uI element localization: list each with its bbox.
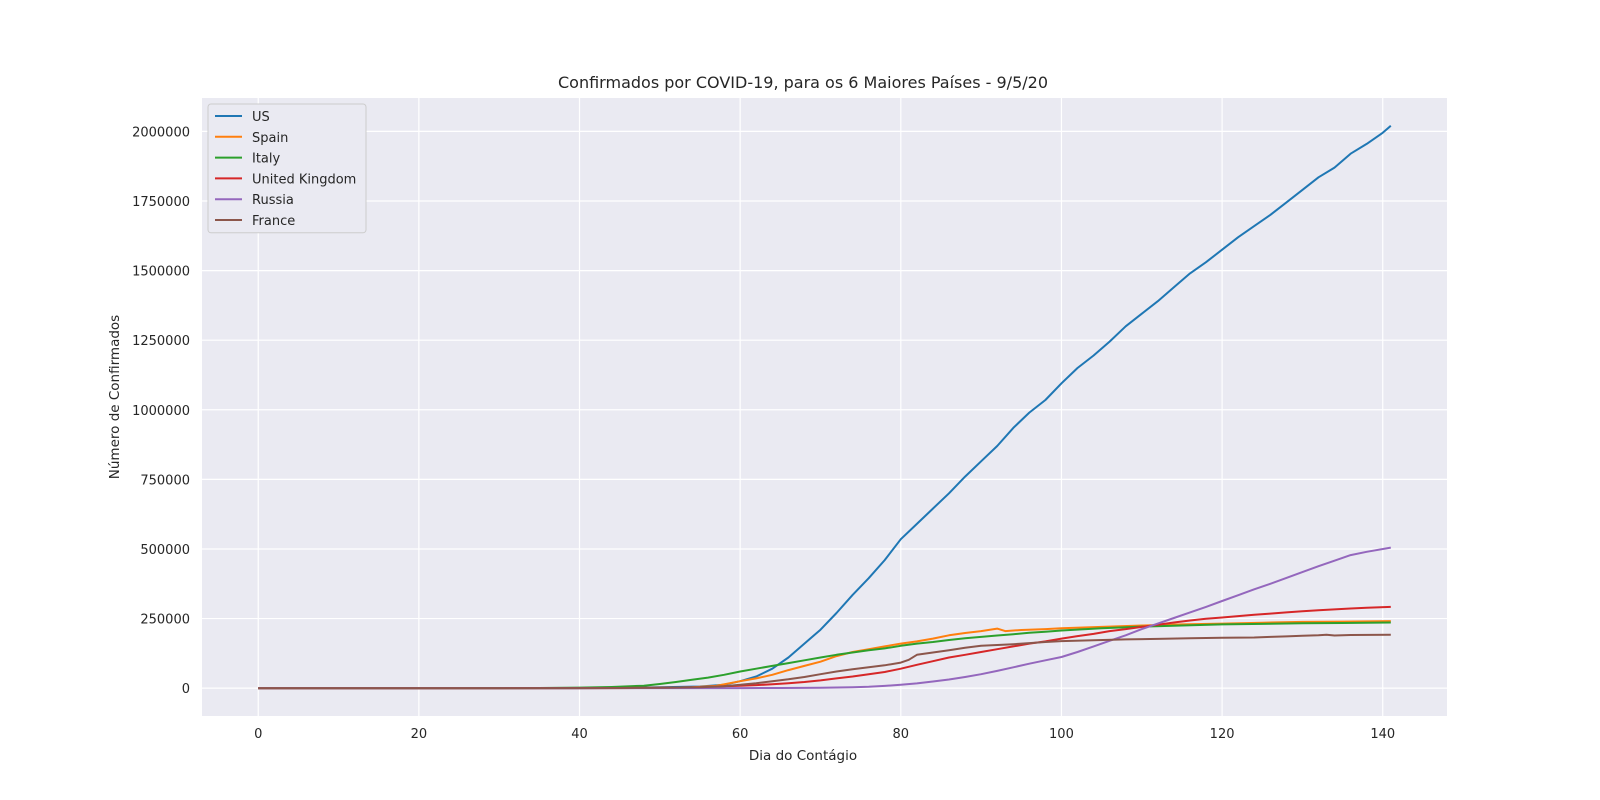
y-tick-label: 1250000 [132, 334, 190, 349]
y-tick-label: 1750000 [132, 195, 190, 210]
x-tick-label: 100 [1049, 727, 1074, 742]
y-tick-label: 0 [182, 682, 190, 697]
chart-title: Confirmados por COVID-19, para os 6 Maio… [558, 73, 1048, 92]
y-tick-label: 2000000 [132, 125, 190, 140]
y-axis-label: Número de Confirmados [107, 315, 123, 479]
legend-label: Russia [252, 193, 294, 208]
y-tick-label: 1500000 [132, 265, 190, 280]
x-tick-label: 140 [1370, 727, 1395, 742]
gridlines [202, 98, 1447, 716]
x-tick-label: 0 [254, 727, 262, 742]
legend-label: Italy [252, 152, 281, 167]
x-tick-label: 20 [411, 727, 428, 742]
legend-label: France [252, 214, 295, 229]
legend-label: United Kingdom [252, 172, 356, 187]
series-lines [258, 125, 1392, 690]
y-tick-label: 1000000 [132, 404, 190, 419]
series-line-france [258, 633, 1391, 690]
legend-box [207, 103, 367, 234]
series-line-russia [258, 546, 1391, 690]
x-tick-label: 120 [1210, 727, 1235, 742]
legend: US Spain Italy United Kingdom Russia France [207, 103, 367, 234]
x-tick-label: 60 [732, 727, 749, 742]
y-tick-label: 250000 [140, 613, 190, 628]
series-line-italy [258, 621, 1391, 690]
tick-labels: 0 20 40 60 80 100 120 140 0 250000 500000 750000 100… [132, 125, 1395, 742]
series-line-united-kingdom [258, 605, 1391, 690]
legend-label: Spain [252, 131, 288, 146]
x-axis-label: Dia do Contágio [749, 748, 857, 764]
x-tick-label: 40 [571, 727, 588, 742]
y-tick-label: 500000 [140, 543, 190, 558]
y-tick-label: 750000 [140, 473, 190, 488]
x-tick-label: 80 [893, 727, 910, 742]
legend-label: US [252, 110, 270, 125]
